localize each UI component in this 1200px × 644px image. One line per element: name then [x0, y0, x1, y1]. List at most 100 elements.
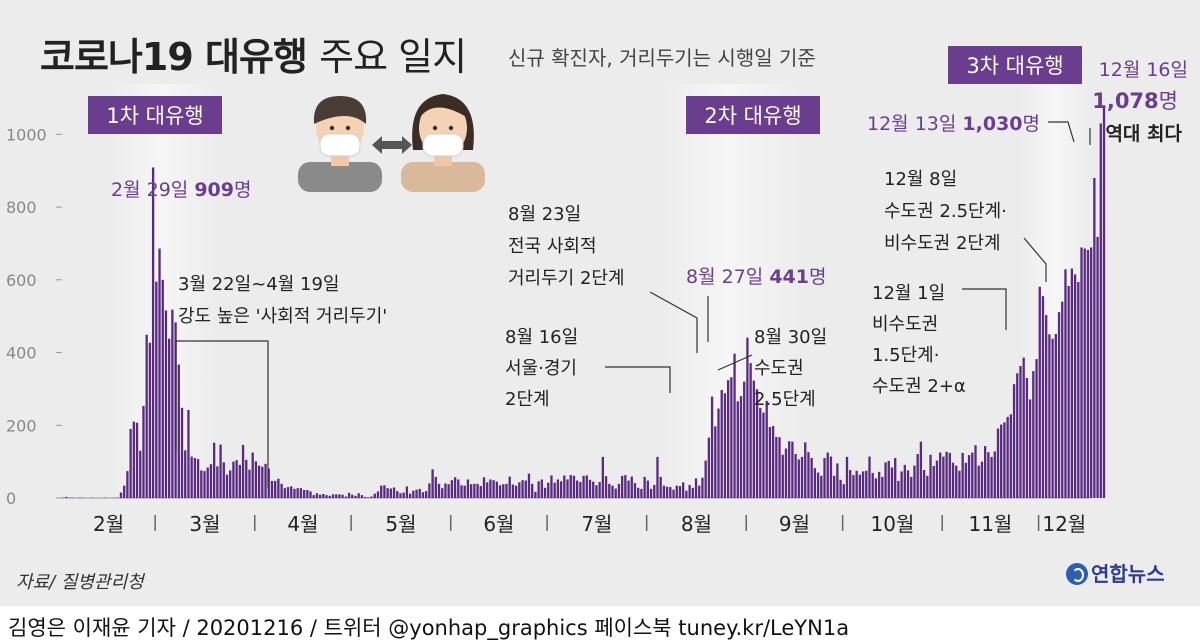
bar: [254, 461, 258, 498]
bar: [1096, 236, 1099, 498]
annotation-dec16-record-part: 1,078: [1092, 89, 1158, 113]
bar: [633, 483, 637, 498]
bar: [489, 479, 492, 498]
bar: [142, 406, 145, 498]
bar: [180, 407, 184, 498]
bar: [418, 488, 421, 498]
bar: [511, 484, 515, 498]
bar: [685, 490, 688, 498]
annotation-mar22-line1: 3월 22일~4월 19일: [178, 274, 339, 295]
x-tick-label: 11월: [968, 512, 1012, 536]
bar: [951, 462, 955, 498]
x-tick-label: 4월: [287, 512, 318, 536]
leader-dec1: [962, 288, 1007, 330]
bar: [749, 363, 752, 498]
bar: [746, 337, 749, 498]
x-tick-label: 2월: [93, 512, 124, 536]
bar: [887, 460, 890, 498]
bar: [1070, 268, 1074, 498]
bar: [955, 465, 958, 498]
bar: [694, 478, 698, 498]
bar: [1012, 384, 1016, 498]
bar: [325, 495, 328, 498]
annotation-aug16-line3-part: 2단계: [505, 389, 550, 410]
bar: [630, 476, 633, 498]
bar: [1028, 399, 1032, 498]
bar: [572, 475, 576, 498]
bar: [884, 462, 887, 498]
bar: [1057, 312, 1061, 498]
bar: [225, 474, 229, 498]
leader-aug16: [605, 366, 671, 393]
bar: [132, 421, 135, 498]
bar: [344, 496, 348, 498]
bar: [903, 464, 906, 498]
annotation-dec1-line2-part: 비수도권: [872, 314, 938, 335]
annotation-aug30-line2: 수도권: [754, 358, 804, 379]
bar: [264, 463, 267, 498]
bar: [1041, 296, 1045, 498]
annotation-aug27-peak-part: 명: [809, 266, 826, 288]
annotation-dec13-peak-part: 1,030: [962, 113, 1022, 135]
bar: [971, 452, 974, 498]
bar: [119, 492, 123, 498]
wave-badge-label: 2차 대유행: [704, 104, 801, 128]
bar: [813, 468, 817, 498]
bar: [171, 309, 174, 498]
bar: [335, 494, 338, 498]
bar: [601, 456, 605, 498]
bar: [1051, 338, 1054, 498]
annotation-dec16-record: 1,078명: [1092, 89, 1178, 113]
bar: [948, 452, 951, 498]
bar: [1099, 123, 1102, 498]
wave-badge: [88, 96, 222, 134]
bar: [620, 475, 624, 498]
bar: [441, 488, 444, 498]
bar: [723, 393, 727, 498]
bar: [788, 441, 791, 498]
annotation-dec16-record-part: 명: [1159, 89, 1178, 113]
bar: [566, 479, 569, 498]
bar: [479, 486, 482, 498]
bar: [855, 470, 858, 498]
annotation-dec16-line1: 12월 16일: [1099, 59, 1188, 81]
annotation-aug16-line2: 서울·경기: [505, 358, 577, 379]
bar: [193, 458, 197, 498]
bar: [412, 490, 415, 498]
bar: [926, 475, 929, 498]
annotation-aug23-line2-part: 전국 사회적: [508, 236, 597, 257]
bar: [980, 461, 984, 498]
bar: [161, 279, 164, 498]
leader-dec13: [1048, 121, 1075, 143]
bar: [945, 451, 948, 498]
bar: [267, 468, 270, 498]
bar: [219, 444, 222, 498]
bar: [604, 476, 608, 498]
bar: [155, 281, 158, 498]
bar: [135, 422, 139, 498]
bar: [232, 461, 235, 498]
bar: [1003, 422, 1006, 498]
bar: [1102, 106, 1106, 498]
annotation-dec1-line1: 12월 1일: [872, 283, 945, 304]
x-tick-label: 12월: [1042, 512, 1086, 536]
bar: [592, 481, 595, 498]
bar: [1077, 282, 1080, 498]
bar: [531, 483, 534, 498]
bar: [559, 481, 563, 498]
annotation-aug30-line3-part: 2.5단계: [754, 389, 816, 410]
bar: [717, 408, 720, 498]
bar: [643, 476, 646, 498]
bar: [608, 483, 611, 498]
bar: [1086, 250, 1090, 498]
bar: [1006, 416, 1009, 498]
bar: [229, 470, 232, 498]
bar: [579, 482, 582, 498]
bar: [373, 493, 376, 498]
bar: [678, 486, 682, 498]
bar: [611, 485, 614, 498]
bar: [425, 491, 428, 498]
bar: [251, 452, 254, 498]
annotation-mar22-line1-part: 3월 22일~4월 19일: [178, 274, 339, 295]
bar: [212, 442, 216, 498]
